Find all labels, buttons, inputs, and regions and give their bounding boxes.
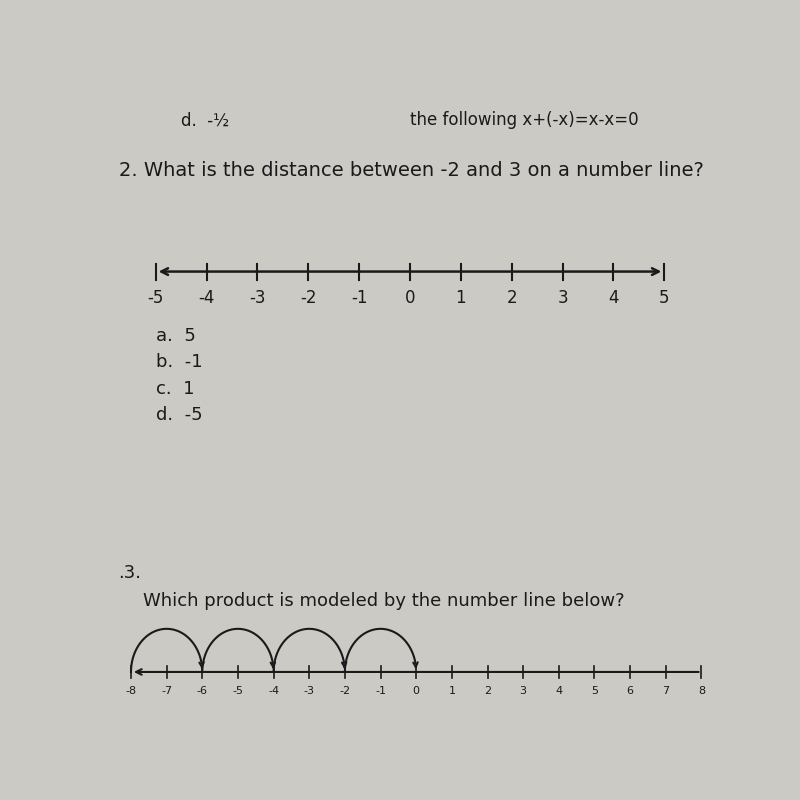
Text: 0: 0 (405, 289, 415, 307)
Text: 1: 1 (455, 289, 466, 307)
Text: 5: 5 (591, 686, 598, 695)
Text: b.  -1: b. -1 (156, 354, 202, 371)
Text: -3: -3 (250, 289, 266, 307)
Text: 7: 7 (662, 686, 670, 695)
Text: -7: -7 (161, 686, 172, 695)
Text: 4: 4 (608, 289, 618, 307)
Text: 3: 3 (558, 289, 568, 307)
Text: c.  1: c. 1 (156, 380, 194, 398)
Text: 4: 4 (555, 686, 562, 695)
Text: -2: -2 (339, 686, 350, 695)
Text: 6: 6 (626, 686, 634, 695)
Text: -2: -2 (300, 289, 317, 307)
Text: -3: -3 (304, 686, 314, 695)
Text: 1: 1 (448, 686, 455, 695)
Text: 2: 2 (484, 686, 491, 695)
Text: 2. What is the distance between -2 and 3 on a number line?: 2. What is the distance between -2 and 3… (118, 161, 703, 180)
Text: 5: 5 (659, 289, 670, 307)
Text: Which product is modeled by the number line below?: Which product is modeled by the number l… (143, 592, 625, 610)
Text: -5: -5 (148, 289, 164, 307)
Text: a.  5: a. 5 (156, 327, 196, 345)
Text: -6: -6 (197, 686, 208, 695)
Text: 2: 2 (506, 289, 517, 307)
Text: -4: -4 (198, 289, 215, 307)
Text: 3: 3 (520, 686, 526, 695)
Text: -1: -1 (351, 289, 367, 307)
Text: d.  -½: d. -½ (181, 111, 229, 130)
Text: the following x+(-x)=x-x=0: the following x+(-x)=x-x=0 (410, 111, 638, 130)
Text: -5: -5 (233, 686, 243, 695)
Text: -8: -8 (126, 686, 137, 695)
Text: -4: -4 (268, 686, 279, 695)
Text: 8: 8 (698, 686, 705, 695)
Text: 0: 0 (413, 686, 420, 695)
Text: .3.: .3. (118, 564, 142, 582)
Text: -1: -1 (375, 686, 386, 695)
Text: d.  -5: d. -5 (156, 406, 202, 425)
